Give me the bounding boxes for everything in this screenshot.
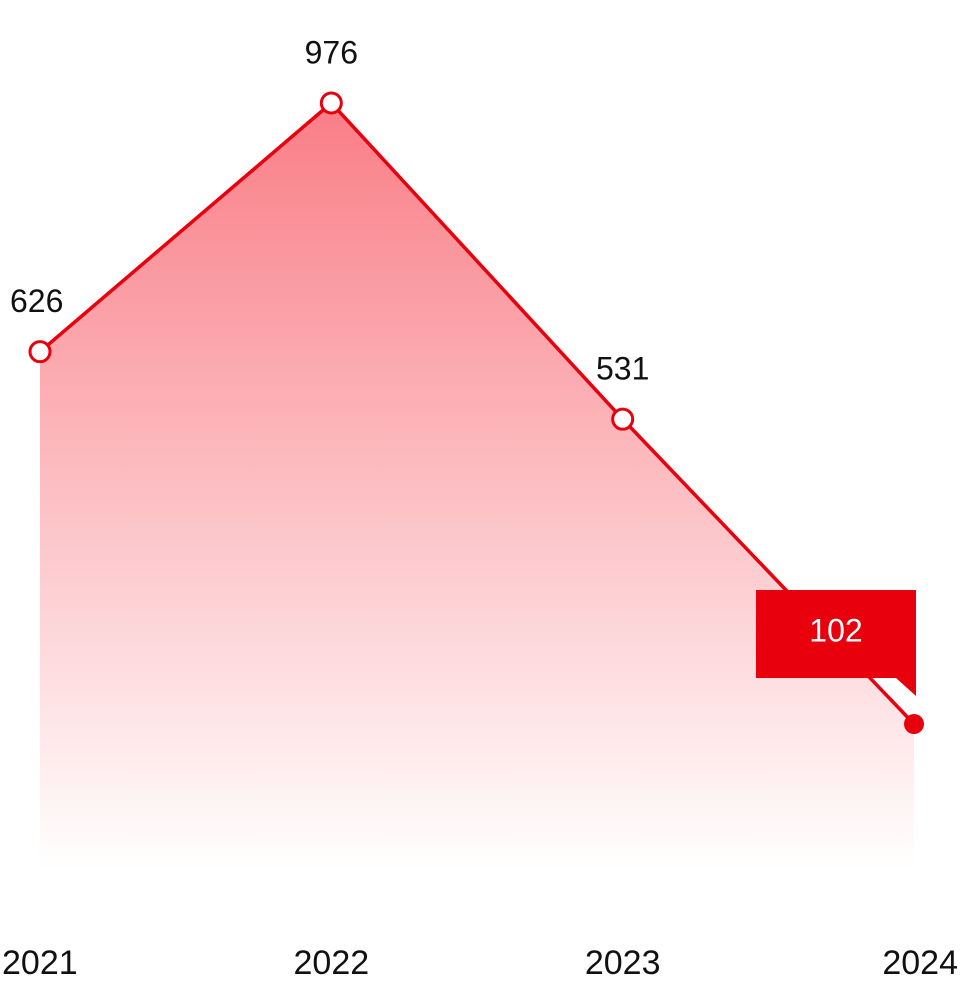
point — [28, 340, 52, 364]
x-tick-label: 2021 — [2, 944, 78, 982]
point — [904, 714, 924, 734]
x-tick-label: 2023 — [585, 944, 661, 982]
value-label: 531 — [596, 351, 649, 387]
callout: 102 — [756, 590, 916, 696]
value-label: 102 — [809, 612, 862, 648]
x-tick-label: 2022 — [294, 944, 370, 982]
value-label: 976 — [305, 34, 358, 70]
callout-box — [756, 590, 916, 678]
area — [40, 103, 914, 870]
x-tick-label: 2024 — [882, 944, 958, 982]
point — [611, 407, 635, 431]
callout-tail — [896, 678, 916, 696]
point — [319, 91, 343, 115]
line — [38, 101, 916, 726]
value-label: 626 — [10, 283, 63, 319]
